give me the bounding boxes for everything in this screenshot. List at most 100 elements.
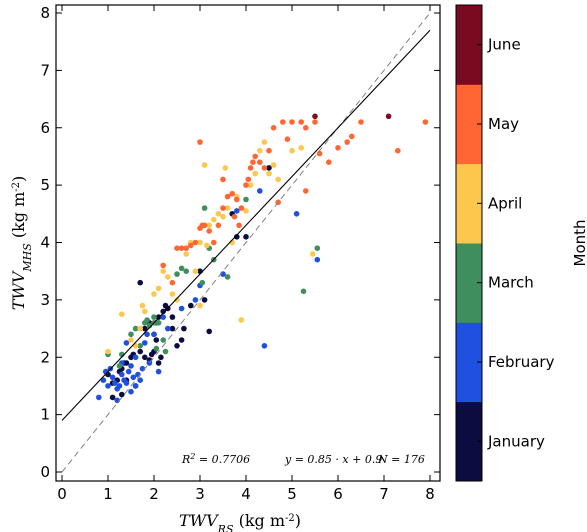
colorbar-label-june: June (487, 36, 521, 54)
data-point-april (165, 274, 171, 280)
plot-frame (55, 4, 441, 482)
data-point-february (96, 394, 102, 401)
data-point-april (169, 291, 176, 297)
data-point-may (215, 222, 222, 229)
data-point-may (303, 188, 309, 194)
data-point-january (155, 360, 162, 366)
data-point-may (303, 125, 309, 131)
data-point-february (165, 325, 171, 332)
data-point-march (174, 271, 180, 277)
data-point-march (300, 288, 307, 295)
data-point-january (266, 165, 272, 171)
data-point-march (128, 331, 134, 338)
data-point-february (112, 380, 118, 386)
data-point-march (116, 363, 123, 369)
identity-line (61, 12, 431, 473)
data-point-april (211, 216, 217, 223)
colorbar: January February March April May June (455, 4, 555, 482)
y-tick-label: 6 (40, 119, 50, 137)
y-tick-label: 8 (40, 4, 50, 22)
data-point-april (275, 176, 282, 183)
data-point-march (132, 325, 139, 332)
data-point-april (298, 145, 305, 151)
data-point-january (206, 328, 212, 335)
data-point-may (344, 139, 351, 145)
data-point-april (222, 165, 229, 171)
data-point-april (155, 285, 162, 292)
data-point-may (201, 222, 208, 229)
x-tick-label: 8 (425, 485, 435, 503)
data-point-may (188, 242, 194, 249)
annotation-n: N = 176 (377, 453, 425, 466)
data-point-february (142, 340, 148, 346)
data-point-may (231, 213, 238, 220)
data-point-january (169, 325, 176, 332)
data-point-march (224, 274, 231, 280)
data-point-may (289, 119, 295, 125)
data-point-february (293, 211, 300, 217)
data-point-april (139, 302, 146, 309)
data-point-february (151, 331, 157, 338)
data-point-may (220, 176, 226, 183)
data-point-april (270, 162, 277, 168)
data-point-february (116, 383, 123, 389)
data-point-february (119, 371, 125, 378)
data-point-january (234, 234, 240, 240)
colorbar-title: Month (571, 219, 587, 266)
data-point-april (197, 302, 203, 309)
data-point-may (197, 139, 203, 145)
data-point-may (238, 205, 245, 211)
colorbar-label-february: February (488, 353, 555, 371)
scatter-points (96, 113, 429, 404)
data-point-january (169, 314, 176, 320)
data-point-february (100, 377, 107, 384)
x-tick-label: 7 (379, 485, 389, 503)
data-point-may (178, 245, 185, 251)
x-tick-label: 3 (195, 485, 205, 503)
data-point-april (137, 325, 143, 332)
y-tick-label: 4 (40, 234, 50, 252)
data-point-february (132, 383, 139, 389)
data-point-march (199, 279, 206, 286)
x-tick-label: 6 (333, 485, 343, 503)
data-point-may (250, 159, 256, 165)
data-point-april (105, 348, 111, 355)
data-point-march (146, 322, 153, 329)
y-tick-label: 3 (40, 291, 50, 309)
x-tick-label: 0 (57, 485, 67, 503)
data-point-may (270, 125, 277, 131)
data-point-may (422, 119, 429, 125)
data-point-may (160, 262, 166, 269)
data-point-april (204, 242, 210, 249)
data-point-may (316, 150, 323, 157)
data-point-january (137, 279, 143, 286)
data-point-february (155, 368, 162, 375)
annotation-r2: R2 = 0.7706 (181, 452, 250, 467)
data-point-april (238, 317, 245, 323)
fit-line (61, 29, 431, 421)
axis-ticks: 0 1 2 3 4 5 6 7 8 0 1 2 3 4 5 6 7 8 (40, 4, 440, 503)
data-point-april (119, 311, 125, 318)
data-point-april (243, 208, 249, 214)
data-point-may (229, 190, 235, 197)
data-point-february (130, 374, 137, 381)
data-point-january (158, 354, 164, 361)
y-tick-label: 7 (40, 61, 50, 79)
data-point-april (220, 213, 226, 220)
data-point-may (211, 239, 217, 246)
data-point-may (206, 228, 212, 234)
data-point-april (160, 268, 166, 275)
data-point-april (224, 205, 231, 211)
data-point-january (109, 394, 116, 401)
data-point-april (261, 139, 268, 145)
data-point-march (144, 317, 150, 323)
data-point-march (160, 337, 166, 343)
data-point-january (188, 302, 194, 309)
data-point-march (151, 314, 157, 320)
data-point-april (252, 170, 258, 177)
data-point-may (284, 136, 291, 142)
data-point-may (257, 159, 263, 165)
data-point-january (137, 348, 143, 355)
data-point-april (257, 147, 263, 154)
data-point-april (247, 182, 254, 188)
